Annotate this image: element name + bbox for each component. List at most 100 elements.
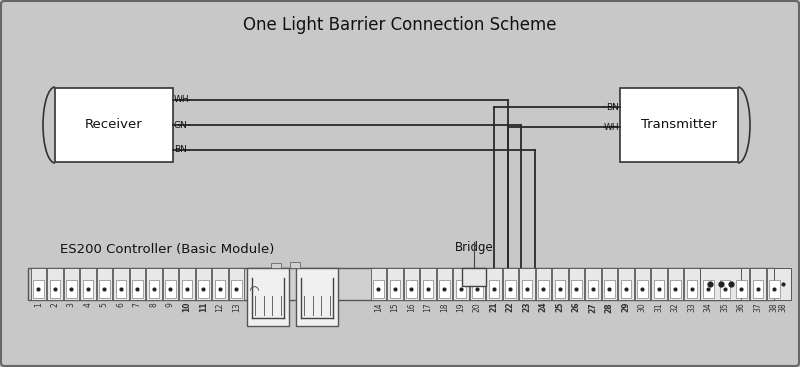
Bar [266, 268, 285, 297]
Bar [179, 268, 194, 300]
Bar [620, 88, 738, 162]
Text: 18: 18 [440, 302, 449, 312]
Text: 6: 6 [116, 302, 126, 307]
Text: 29: 29 [622, 302, 630, 312]
Text: 17: 17 [423, 302, 432, 312]
Bar [587, 280, 598, 298]
Bar [66, 280, 77, 298]
Text: 25: 25 [555, 302, 564, 312]
Bar [774, 268, 790, 300]
Bar [390, 280, 400, 298]
Bar [247, 268, 289, 326]
Bar [246, 268, 262, 294]
Bar [182, 280, 192, 298]
Text: 16: 16 [406, 302, 416, 312]
Bar [552, 268, 567, 300]
Bar [585, 268, 601, 300]
Text: 1: 1 [34, 302, 42, 307]
Text: 37: 37 [754, 302, 762, 312]
Bar [535, 268, 551, 300]
Bar [165, 280, 175, 298]
Bar [717, 268, 733, 300]
Bar [489, 280, 499, 298]
Bar [667, 268, 683, 300]
Text: Transmitter: Transmitter [641, 119, 717, 131]
Text: 4: 4 [83, 302, 92, 307]
Bar [113, 268, 129, 300]
Text: 20: 20 [473, 302, 482, 312]
Text: 3: 3 [66, 302, 76, 307]
Bar [422, 280, 433, 298]
Text: 26: 26 [572, 302, 581, 312]
Bar [198, 280, 209, 298]
Bar [470, 268, 485, 300]
Bar [472, 280, 482, 298]
Text: Receiver: Receiver [85, 119, 143, 131]
Text: 2: 2 [50, 302, 59, 307]
Bar [130, 268, 145, 300]
Bar [538, 280, 549, 298]
Bar [406, 280, 417, 298]
Bar [33, 280, 43, 298]
Text: 38: 38 [770, 302, 778, 312]
Bar [162, 268, 178, 300]
Bar [734, 268, 749, 300]
Bar [766, 268, 782, 300]
Bar [231, 280, 242, 298]
Text: 34: 34 [704, 302, 713, 312]
Text: GN: GN [174, 120, 188, 130]
Bar [82, 280, 93, 298]
Bar [554, 280, 565, 298]
Bar [637, 280, 647, 298]
Text: 11: 11 [198, 302, 208, 312]
Bar [736, 280, 746, 298]
Text: 12: 12 [215, 302, 224, 312]
Bar [387, 268, 402, 300]
Bar [403, 268, 419, 300]
Bar [373, 280, 383, 298]
Text: 10: 10 [182, 302, 191, 312]
Text: 19: 19 [456, 302, 466, 312]
Bar [30, 268, 46, 300]
Text: BN: BN [174, 145, 187, 155]
Text: WH: WH [174, 95, 190, 105]
Bar [686, 280, 697, 298]
Bar [270, 263, 281, 268]
Bar [212, 268, 227, 300]
Bar [146, 268, 162, 300]
Bar [63, 268, 79, 300]
Bar [115, 280, 126, 298]
Bar [618, 268, 634, 300]
Bar [505, 280, 515, 298]
Text: ES200 Controller (Basic Module): ES200 Controller (Basic Module) [60, 243, 274, 257]
Bar [753, 280, 763, 298]
Text: 23: 23 [522, 302, 531, 312]
Bar [502, 268, 518, 300]
Text: 36: 36 [737, 302, 746, 312]
Bar [370, 268, 386, 300]
Bar [670, 280, 681, 298]
Bar [132, 280, 142, 298]
Bar [621, 280, 631, 298]
Text: 13: 13 [232, 302, 241, 312]
Text: BN: BN [606, 102, 619, 112]
Bar [455, 280, 466, 298]
Bar [195, 268, 211, 300]
Bar [701, 268, 716, 300]
Bar [571, 280, 582, 298]
Bar [149, 280, 159, 298]
Bar [296, 268, 338, 326]
Text: 28: 28 [605, 302, 614, 313]
Text: Bridge: Bridge [454, 241, 494, 254]
Text: 5: 5 [100, 302, 109, 307]
Bar [229, 268, 244, 300]
Text: 30: 30 [638, 302, 646, 312]
Bar [651, 268, 666, 300]
Bar [50, 280, 60, 298]
Text: 21: 21 [490, 302, 498, 312]
Text: 15: 15 [390, 302, 399, 312]
Bar [634, 268, 650, 300]
Bar [700, 268, 742, 300]
Text: 27: 27 [588, 302, 598, 313]
Bar [602, 268, 617, 300]
